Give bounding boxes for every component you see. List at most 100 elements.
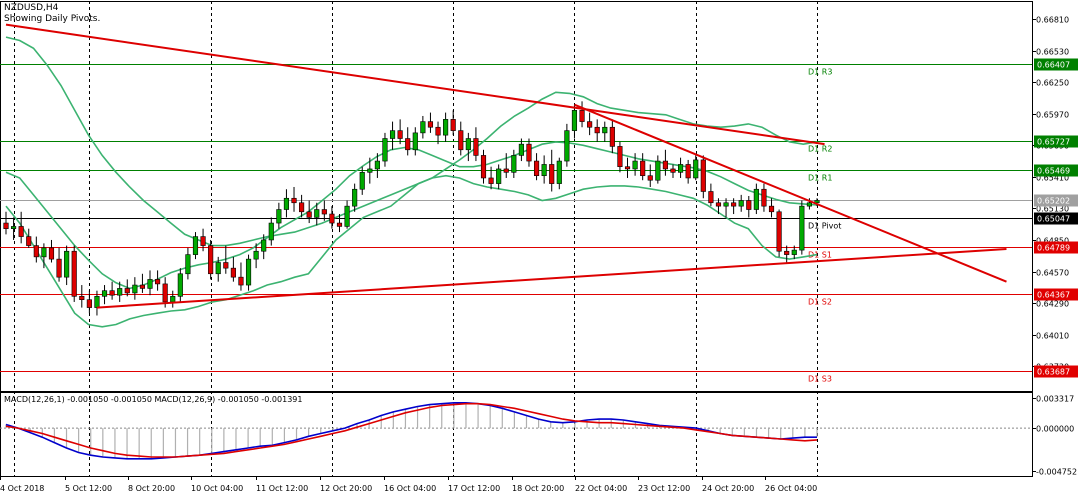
candle-body <box>640 160 646 177</box>
candle-body <box>291 197 297 204</box>
candle-body <box>94 296 100 308</box>
candle-body <box>11 226 17 229</box>
candle-body <box>480 155 487 179</box>
subtitle-label: Showing Daily Pivots. <box>4 14 100 24</box>
x-tick-label: 8 Oct 20:00 <box>128 484 175 493</box>
y-tick-label: 0.66810 <box>1036 16 1069 25</box>
candle-body <box>655 160 661 181</box>
candle-body <box>192 236 199 255</box>
candle-body <box>723 202 729 207</box>
candle-body <box>132 284 138 294</box>
candle-body <box>700 159 706 192</box>
macd-panel-frame <box>0 392 1033 477</box>
candle-body <box>389 130 396 139</box>
candle-body <box>170 296 176 303</box>
candle-body <box>253 250 259 260</box>
candle-body <box>329 213 335 224</box>
candle-body <box>435 126 441 136</box>
pivot-price-box <box>1034 58 1078 71</box>
x-tick-label: 5 Oct 12:00 <box>65 484 112 493</box>
candle-body <box>147 279 153 289</box>
x-tick-label: 17 Oct 12:00 <box>448 484 500 493</box>
y-tick-label: 0.65970 <box>1036 111 1069 120</box>
candle-body <box>784 250 790 255</box>
candle-body <box>488 177 494 184</box>
candle-body <box>382 138 388 162</box>
candle-body <box>64 250 70 278</box>
candle-body <box>26 236 32 246</box>
candle-body <box>806 202 812 207</box>
pivot-price-label: 0.65469 <box>1037 167 1070 176</box>
candle-body <box>238 276 244 286</box>
candle-body <box>458 130 464 151</box>
candle-body <box>124 288 130 294</box>
x-tick-label: 11 Oct 12:00 <box>256 484 308 493</box>
candle-body <box>162 283 168 303</box>
candle-body <box>261 239 267 252</box>
y-tick-label: 0.65130 <box>1036 205 1069 214</box>
candle-body <box>443 119 449 136</box>
candle-body <box>465 138 471 151</box>
candle-body <box>738 200 744 207</box>
candle-body <box>33 245 39 258</box>
pivot-price-label: 0.64367 <box>1037 291 1070 300</box>
candle-body <box>71 250 77 297</box>
candle-body <box>41 247 47 258</box>
candle-body <box>541 164 547 177</box>
candle-body <box>283 197 290 210</box>
symbol-label: NZDUSD,H4 <box>4 3 59 13</box>
pivot-name-label: D1 R1 <box>808 174 832 183</box>
candle-body <box>18 226 24 237</box>
x-tick-label: 10 Oct 04:00 <box>191 484 243 493</box>
main-panel-frame <box>0 1 1033 392</box>
candle-body <box>602 126 608 134</box>
candle-body <box>200 236 206 246</box>
candle-body <box>352 188 358 207</box>
x-tick-label: 18 Oct 20:00 <box>512 484 564 493</box>
candle-body <box>617 146 623 167</box>
candle-body <box>579 110 585 122</box>
candle-body <box>776 211 782 252</box>
candle-body <box>344 205 350 227</box>
pivot-price-label: 0.63687 <box>1037 368 1070 377</box>
x-tick-label: 12 Oct 20:00 <box>320 484 372 493</box>
pivot-price-box <box>1034 365 1078 378</box>
bollinger-upper-band <box>5 36 818 247</box>
y-tick-label: 0.65410 <box>1036 174 1069 183</box>
candle-body <box>314 209 320 218</box>
y-tick-label: 0.66250 <box>1036 79 1069 88</box>
candle-body <box>420 121 426 134</box>
y-tick-label: 0.64290 <box>1036 300 1069 309</box>
candle-body <box>753 188 759 210</box>
pivot-name-label: D1 S1 <box>808 251 832 260</box>
candle-body <box>185 254 191 275</box>
pivot-price-box <box>1034 135 1078 148</box>
candle-body <box>768 205 775 213</box>
pivot-price-label: 0.65727 <box>1037 138 1070 147</box>
candle-body <box>587 121 593 128</box>
y-tick-label: 0.64570 <box>1036 269 1069 278</box>
candle-body <box>526 143 532 162</box>
candle-body <box>761 188 767 207</box>
candle-body <box>594 126 600 134</box>
candle-body <box>245 258 252 286</box>
candle-body <box>3 222 9 229</box>
candle-body <box>731 202 737 207</box>
signal-line <box>5 402 818 458</box>
bollinger-lower-band <box>5 174 818 328</box>
candle-body <box>677 164 684 173</box>
candle-body <box>518 143 524 156</box>
trendline-short-resistance <box>574 103 1007 283</box>
candle-body <box>791 249 797 255</box>
x-tick-label: 26 Oct 04:00 <box>765 484 817 493</box>
macd-line <box>5 402 817 460</box>
candle-body <box>336 222 343 227</box>
candle-body <box>306 211 312 218</box>
candle-body <box>367 168 373 173</box>
candle-body <box>746 200 752 210</box>
candle-body <box>473 138 479 156</box>
pivot-price-label: 0.66407 <box>1037 61 1070 70</box>
candle-body <box>215 262 221 275</box>
